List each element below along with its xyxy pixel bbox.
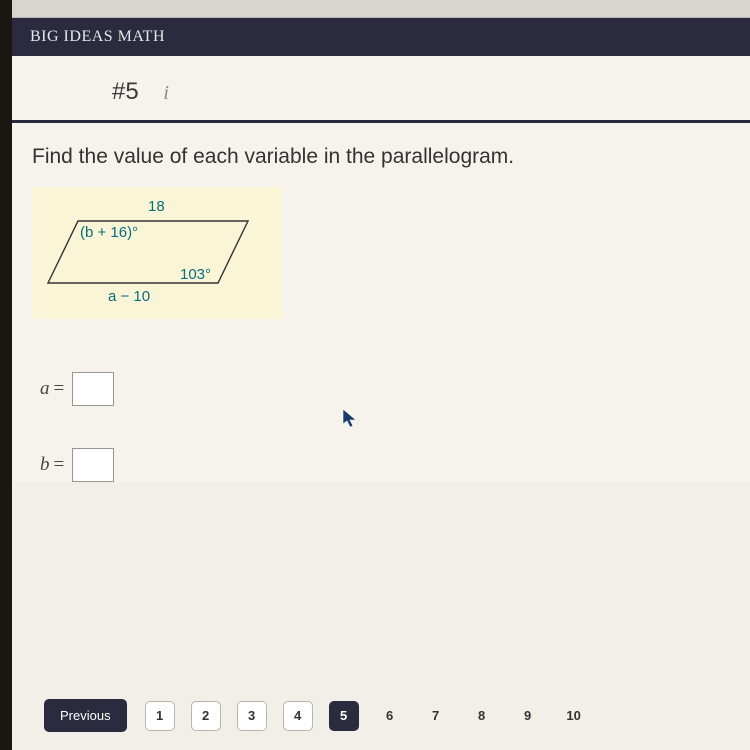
window-top-strip <box>12 0 750 18</box>
previous-button[interactable]: Previous <box>44 699 127 732</box>
info-icon[interactable]: i <box>163 82 169 104</box>
page-button-8[interactable]: 8 <box>467 701 497 731</box>
header-divider <box>12 120 750 123</box>
page-button-7[interactable]: 7 <box>421 701 451 731</box>
page-list: 123456789 10 <box>145 701 589 731</box>
parallelogram-figure: 18 (b + 16)° 103° a − 10 <box>38 193 268 313</box>
app-frame: BIG IDEAS MATH #5 i Find the value of ea… <box>12 0 750 750</box>
answer-row-a: a = <box>40 372 750 406</box>
equals-sign: = <box>54 378 65 400</box>
page-button-3[interactable]: 3 <box>237 701 267 731</box>
equals-sign: = <box>54 454 65 476</box>
page-button-5[interactable]: 5 <box>329 701 359 731</box>
brand-text: BIG IDEAS MATH <box>30 28 165 45</box>
page-button-1[interactable]: 1 <box>145 701 175 731</box>
content-area: #5 i Find the value of each variable in … <box>12 56 750 482</box>
pagination-bar: Previous 123456789 10 <box>44 699 750 732</box>
bottom-right-angle-label: 103° <box>180 266 211 283</box>
top-left-angle-label: (b + 16)° <box>80 224 138 241</box>
answer-var-a: a <box>40 378 50 400</box>
page-button-2[interactable]: 2 <box>191 701 221 731</box>
answer-var-b: b <box>40 454 50 476</box>
question-header: #5 i <box>12 56 750 120</box>
page-button-4[interactable]: 4 <box>283 701 313 731</box>
page-button-9[interactable]: 9 <box>513 701 543 731</box>
question-prompt: Find the value of each variable in the p… <box>12 145 750 187</box>
question-number: #5 <box>112 78 139 105</box>
bottom-side-label: a − 10 <box>108 288 150 305</box>
answer-row-b: b = <box>40 448 750 482</box>
brand-bar: BIG IDEAS MATH <box>12 18 750 56</box>
page-button-10[interactable]: 10 <box>559 701 589 731</box>
figure-container: 18 (b + 16)° 103° a − 10 <box>32 187 282 319</box>
parallelogram-shape <box>48 221 248 283</box>
answer-input-a[interactable] <box>72 372 114 406</box>
page-button-6[interactable]: 6 <box>375 701 405 731</box>
answer-input-b[interactable] <box>72 448 114 482</box>
top-side-label: 18 <box>148 198 165 215</box>
answers-section: a = b = <box>12 372 750 482</box>
left-border <box>0 0 12 750</box>
